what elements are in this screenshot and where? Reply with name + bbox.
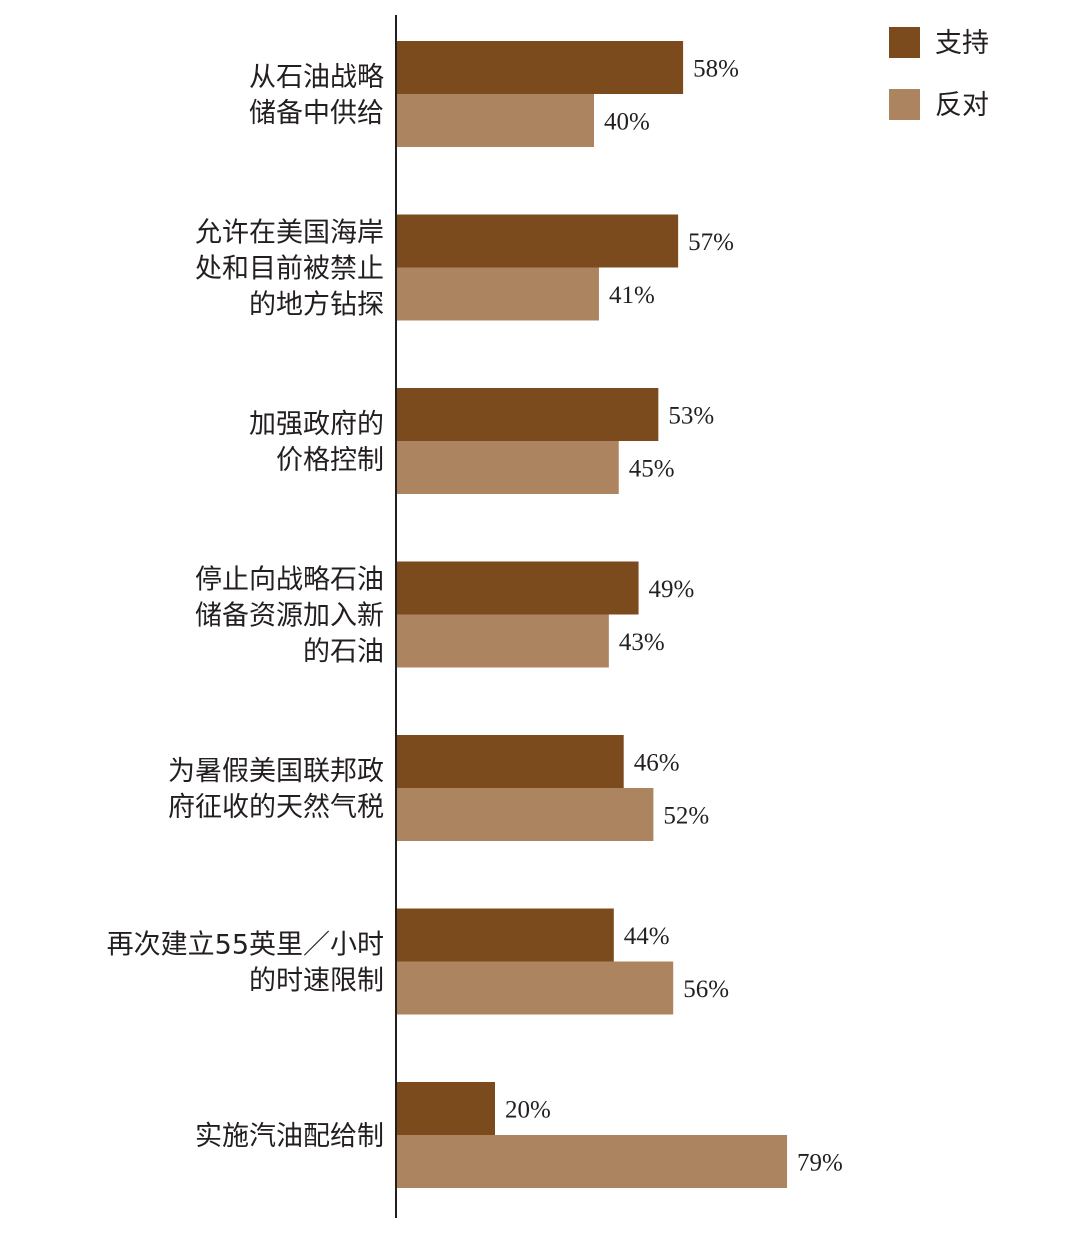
value-label-oppose-6: 79% bbox=[797, 1150, 843, 1177]
value-label-support-1: 57% bbox=[688, 229, 734, 256]
bar-support-0 bbox=[396, 41, 684, 94]
value-label-oppose-3: 43% bbox=[619, 629, 665, 656]
legend-label-0: 支持 bbox=[935, 28, 989, 59]
category-label-3: 停止向战略石油储备资源加入新的石油 bbox=[195, 565, 384, 668]
value-label-support-5: 44% bbox=[624, 923, 670, 950]
value-label-support-0: 58% bbox=[693, 56, 739, 83]
value-label-support-2: 53% bbox=[668, 403, 714, 430]
category-labels-layer: 从石油战略储备中供给允许在美国海岸处和目前被禁止的地方钻探加强政府的价格控制停止… bbox=[107, 62, 384, 1152]
category-label-line: 再次建立55英里／小时 bbox=[107, 930, 384, 961]
value-label-oppose-5: 56% bbox=[683, 976, 729, 1003]
category-label-1: 允许在美国海岸处和目前被禁止的地方钻探 bbox=[195, 218, 384, 321]
value-labels-layer: 58% 40% 57% 41% 53% 45% 49% 43% 46% 52% 44% 56% 20% 7… bbox=[505, 56, 843, 1177]
category-label-line: 处和目前被禁止 bbox=[195, 254, 384, 285]
value-label-support-3: 49% bbox=[649, 576, 695, 603]
category-label-line: 价格控制 bbox=[276, 445, 384, 476]
category-label-0: 从石油战略储备中供给 bbox=[249, 62, 384, 129]
category-label-line: 的时速限制 bbox=[249, 966, 384, 997]
bar-oppose-4 bbox=[396, 788, 654, 841]
category-label-line: 府征收的天然气税 bbox=[168, 792, 384, 823]
legend-swatch-0 bbox=[889, 27, 920, 58]
category-label-4: 为暑假美国联邦政府征收的天然气税 bbox=[168, 756, 384, 823]
bar-oppose-3 bbox=[396, 614, 609, 668]
bar-oppose-0 bbox=[396, 94, 594, 147]
bar-support-4 bbox=[396, 735, 624, 788]
value-label-support-6: 20% bbox=[505, 1097, 551, 1124]
category-label-line: 从石油战略 bbox=[249, 62, 384, 93]
legend-swatch-1 bbox=[889, 89, 920, 120]
category-label-line: 实施汽油配给制 bbox=[195, 1121, 384, 1152]
value-label-support-4: 46% bbox=[634, 750, 680, 777]
bar-oppose-6 bbox=[396, 1135, 788, 1188]
bar-oppose-5 bbox=[396, 961, 674, 1015]
bar-oppose-2 bbox=[396, 441, 619, 494]
category-label-5: 再次建立55英里／小时的时速限制 bbox=[107, 930, 384, 997]
category-label-line: 为暑假美国联邦政 bbox=[168, 756, 384, 787]
bar-support-6 bbox=[396, 1082, 495, 1135]
bar-support-3 bbox=[396, 561, 639, 615]
category-label-2: 加强政府的价格控制 bbox=[249, 409, 384, 476]
category-label-line: 允许在美国海岸 bbox=[195, 218, 384, 249]
legend-label-1: 反对 bbox=[935, 90, 989, 121]
category-label-line: 加强政府的 bbox=[249, 409, 384, 440]
category-label-line: 的石油 bbox=[303, 637, 384, 668]
category-label-line: 储备资源加入新 bbox=[195, 601, 384, 632]
category-label-line: 储备中供给 bbox=[249, 98, 384, 129]
value-label-oppose-1: 41% bbox=[609, 282, 655, 309]
category-label-6: 实施汽油配给制 bbox=[195, 1121, 384, 1152]
bar-support-2 bbox=[396, 388, 659, 441]
bar-oppose-1 bbox=[396, 267, 599, 321]
bar-support-5 bbox=[396, 908, 614, 962]
category-label-line: 的地方钻探 bbox=[249, 290, 384, 321]
value-label-oppose-0: 40% bbox=[604, 109, 650, 136]
bars-layer bbox=[396, 41, 788, 1188]
value-label-oppose-4: 52% bbox=[663, 803, 709, 830]
bar-support-1 bbox=[396, 214, 679, 268]
value-label-oppose-2: 45% bbox=[629, 456, 675, 483]
category-label-line: 停止向战略石油 bbox=[195, 565, 384, 596]
